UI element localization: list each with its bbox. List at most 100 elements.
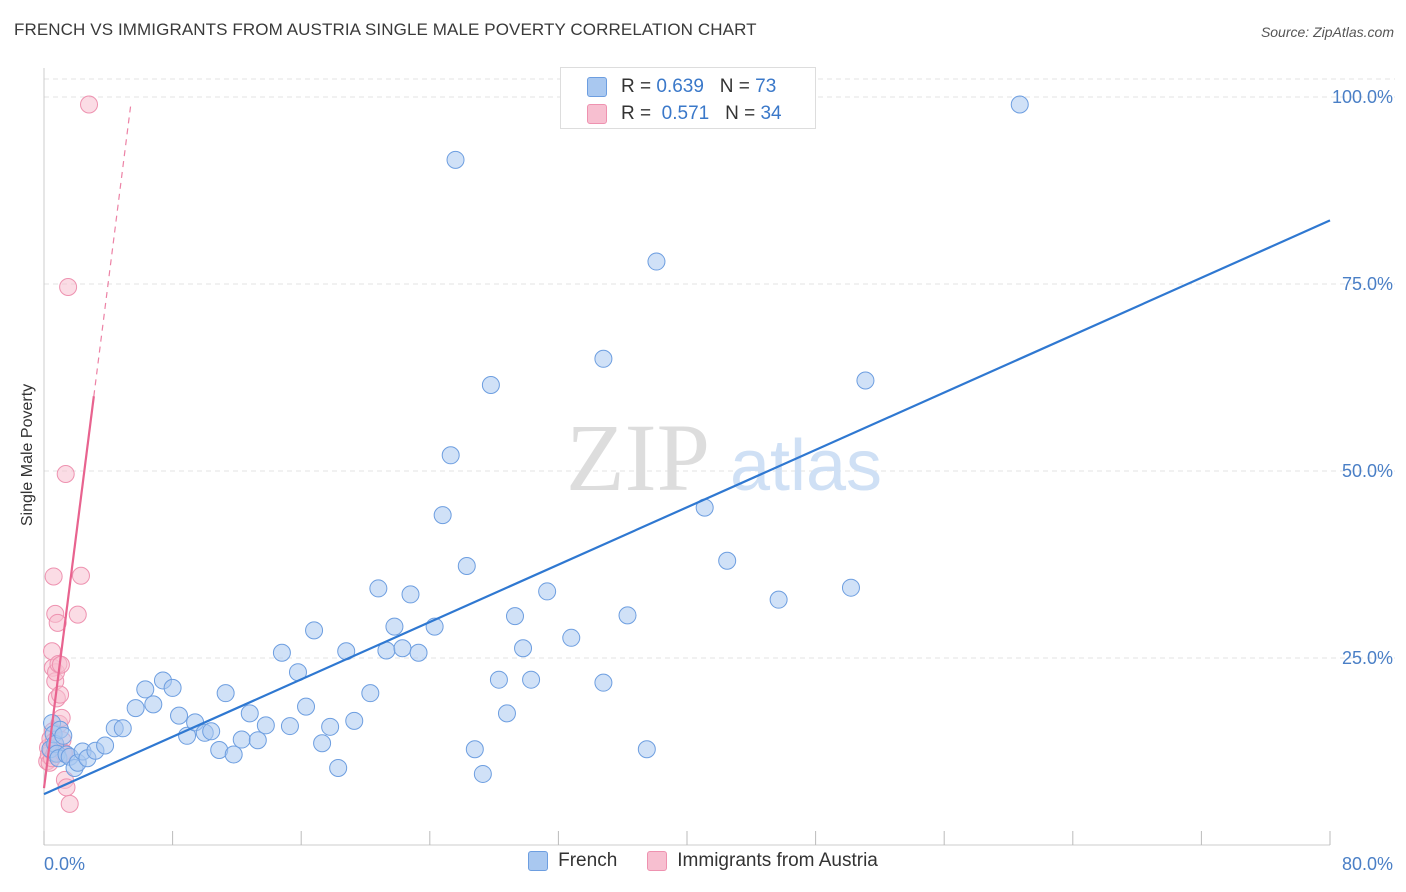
french-point xyxy=(305,621,324,640)
austria-point xyxy=(71,566,90,585)
austria-point xyxy=(56,464,75,483)
french-point xyxy=(505,607,524,626)
french-point xyxy=(329,758,348,777)
french-point xyxy=(841,578,860,597)
austria-point xyxy=(59,277,78,296)
french-point xyxy=(401,585,420,604)
french-point xyxy=(433,506,452,525)
austria-point xyxy=(48,613,67,632)
french-point xyxy=(345,711,364,730)
french-point xyxy=(369,579,388,598)
french-point xyxy=(497,704,516,723)
french-point xyxy=(446,150,465,169)
y-tick-label: 50.0% xyxy=(1342,461,1393,481)
french-point xyxy=(1010,95,1029,114)
french-point xyxy=(272,643,291,662)
french-point xyxy=(457,556,476,575)
austria-points xyxy=(38,95,99,813)
french-point xyxy=(126,699,145,718)
stats-legend: R = 0.639 N = 73 R = 0.571 N = 34 xyxy=(560,67,816,129)
french-point xyxy=(321,717,340,736)
french-point xyxy=(856,371,875,390)
french-legend-swatch xyxy=(528,851,549,871)
french-point xyxy=(718,551,737,570)
french-point xyxy=(514,639,533,658)
source-credit: Source: ZipAtlas.com xyxy=(1260,24,1394,40)
axes-layer xyxy=(43,68,1331,846)
french-point xyxy=(393,639,412,658)
french-point xyxy=(202,722,221,741)
legend-label-austria: Immigrants from Austria xyxy=(677,850,878,871)
french-point xyxy=(256,716,275,735)
austria-legend-swatch xyxy=(647,851,668,871)
french-point xyxy=(144,695,163,714)
french-points xyxy=(41,95,1029,783)
french-r-value: 0.639 xyxy=(656,76,704,97)
austria-trend-extension xyxy=(93,104,132,397)
austria-r-value: 0.571 xyxy=(661,103,710,124)
french-point xyxy=(163,678,182,697)
french-point xyxy=(647,252,666,271)
french-point xyxy=(361,684,380,703)
y-tick-label: 100.0% xyxy=(1332,87,1393,107)
austria-point xyxy=(60,794,79,813)
austria-point xyxy=(44,567,63,586)
watermark-zip: ZIP xyxy=(566,404,710,511)
x-tick-label-min: 0.0% xyxy=(44,854,85,874)
french-point xyxy=(136,680,155,699)
series-legend: French Immigrants from Austria xyxy=(0,850,1406,872)
french-point xyxy=(409,643,428,662)
french-point xyxy=(481,375,500,394)
n-label: N = xyxy=(719,76,750,97)
n-label: N = xyxy=(725,103,756,124)
legend-item-french: French xyxy=(528,850,617,872)
french-point xyxy=(170,706,189,725)
austria-swatch xyxy=(587,104,607,124)
french-point xyxy=(562,628,581,647)
french-point xyxy=(313,734,332,753)
french-point xyxy=(385,617,404,636)
austria-point xyxy=(80,95,99,114)
stats-row-austria: R = 0.571 N = 34 xyxy=(587,101,782,127)
austria-point xyxy=(68,605,87,624)
french-point xyxy=(594,673,613,692)
x-tick-label-max: 80.0% xyxy=(1342,854,1393,874)
chart-title: FRENCH VS IMMIGRANTS FROM AUSTRIA SINGLE… xyxy=(14,20,757,39)
grid-layer xyxy=(44,78,1395,659)
french-point xyxy=(473,764,492,783)
tick-label-layer: 25.0% 50.0% 75.0% 100.0% 0.0% 80.0% xyxy=(44,87,1393,874)
french-swatch xyxy=(587,77,607,97)
french-point xyxy=(224,745,243,764)
french-point xyxy=(538,582,557,601)
french-point xyxy=(465,740,484,759)
french-point xyxy=(297,697,316,716)
french-point xyxy=(637,740,656,759)
legend-label-french: French xyxy=(558,850,618,871)
y-tick-label: 25.0% xyxy=(1342,648,1393,668)
trend-layer xyxy=(42,104,1331,796)
french-point xyxy=(54,726,73,745)
stats-row-french: R = 0.639 N = 73 xyxy=(587,74,776,100)
austria-n-value: 34 xyxy=(760,103,782,124)
austria-trend-line xyxy=(42,396,95,789)
r-label: R = xyxy=(621,76,652,97)
french-point xyxy=(441,446,460,465)
french-point xyxy=(280,717,299,736)
french-point xyxy=(240,704,259,723)
french-point xyxy=(113,719,132,738)
french-point xyxy=(769,590,788,609)
french-point xyxy=(232,730,251,749)
watermark-atlas: atlas xyxy=(730,426,882,506)
french-point xyxy=(489,670,508,689)
french-n-value: 73 xyxy=(755,76,777,97)
french-point xyxy=(522,670,541,689)
french-point xyxy=(248,731,267,750)
french-point xyxy=(96,736,115,755)
r-label: R = xyxy=(621,103,652,124)
french-point xyxy=(618,606,637,625)
legend-item-austria: Immigrants from Austria xyxy=(647,850,878,872)
french-trend-line xyxy=(43,219,1331,796)
french-point xyxy=(216,684,235,703)
french-point xyxy=(594,349,613,368)
